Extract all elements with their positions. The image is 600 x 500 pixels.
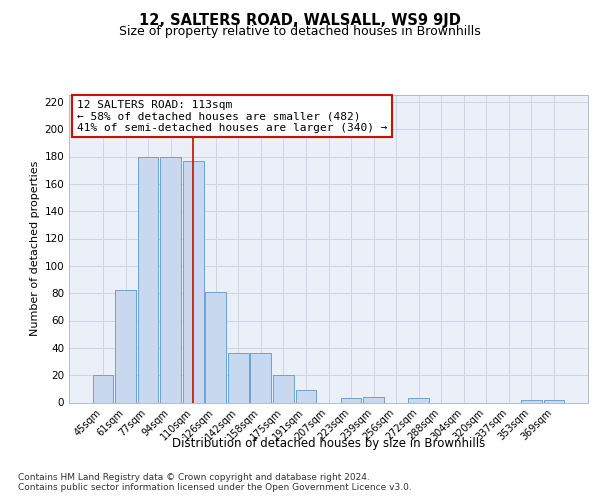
Bar	[160, 156, 181, 402]
Bar	[521, 400, 542, 402]
Bar	[228, 354, 248, 403]
Text: Distribution of detached houses by size in Brownhills: Distribution of detached houses by size …	[172, 438, 485, 450]
Bar	[137, 156, 158, 402]
Text: Contains HM Land Registry data © Crown copyright and database right 2024.: Contains HM Land Registry data © Crown c…	[18, 472, 370, 482]
Bar	[205, 292, 226, 403]
Bar	[363, 397, 384, 402]
Bar	[544, 400, 565, 402]
Text: Size of property relative to detached houses in Brownhills: Size of property relative to detached ho…	[119, 25, 481, 38]
Bar	[341, 398, 361, 402]
Bar	[273, 375, 294, 402]
Bar	[183, 160, 203, 402]
Bar	[92, 375, 113, 402]
Bar	[296, 390, 316, 402]
Y-axis label: Number of detached properties: Number of detached properties	[30, 161, 40, 336]
Bar	[115, 290, 136, 403]
Text: 12 SALTERS ROAD: 113sqm
← 58% of detached houses are smaller (482)
41% of semi-d: 12 SALTERS ROAD: 113sqm ← 58% of detache…	[77, 100, 387, 133]
Bar	[409, 398, 429, 402]
Bar	[250, 354, 271, 403]
Text: Contains public sector information licensed under the Open Government Licence v3: Contains public sector information licen…	[18, 484, 412, 492]
Text: 12, SALTERS ROAD, WALSALL, WS9 9JD: 12, SALTERS ROAD, WALSALL, WS9 9JD	[139, 12, 461, 28]
